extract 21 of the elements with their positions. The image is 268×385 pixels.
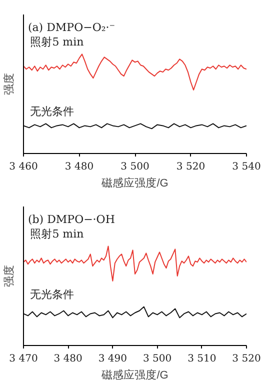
x-tick-label: 3 480 [64,162,94,172]
series-label: 照射5 min [30,36,84,49]
y-axis-title: 强度 [2,73,16,95]
x-tick-label: 3 490 [98,354,128,364]
y-axis-title: 强度 [2,265,16,287]
x-tick-label: 3 500 [120,162,150,172]
series-label: 无光条件 [30,288,74,302]
x-tick-label: 3 510 [188,354,216,364]
x-tick-label: 3 520 [176,162,206,172]
x-tick-label: 3 480 [54,354,82,364]
x-tick-label: 3 470 [9,354,38,364]
series-label: 照射5 min [30,228,84,241]
x-tick-label: 3 460 [9,162,38,172]
chart-title: (b) DMPO−·OH [28,212,115,226]
x-axis-title: 磁感应强度/G [100,176,168,190]
x-axis-title: 磁感应强度/G [100,368,168,382]
series-label: 无光条件 [30,105,74,118]
x-tick-label: 3 540 [232,162,261,172]
x-tick-label: 3 500 [142,354,172,364]
x-tick-label: 3 520 [232,354,261,364]
chart-title: (a) DMPO−O₂·⁻ [28,20,116,34]
